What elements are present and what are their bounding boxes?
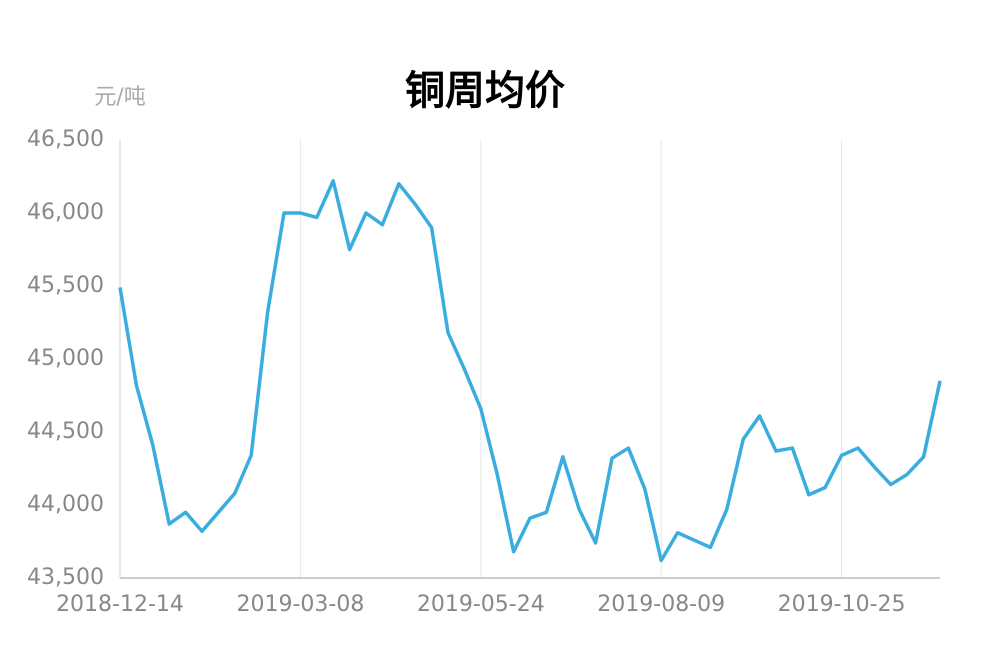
y-tick-label: 44,500 <box>27 419 104 444</box>
price-line <box>118 179 942 563</box>
chart-title: 铜周均价 <box>405 68 565 114</box>
x-tick-label: 2019-05-24 <box>417 592 545 617</box>
x-tick-label: 2019-03-08 <box>236 592 364 617</box>
x-tick-label: 2019-10-25 <box>778 592 906 617</box>
y-tick-label: 46,500 <box>27 127 104 152</box>
x-tick-label: 2018-12-14 <box>56 592 184 617</box>
y-tick-label: 45,500 <box>27 273 104 298</box>
y-tick-label: 43,500 <box>27 565 104 590</box>
y-tick-label: 46,000 <box>27 200 104 225</box>
y-axis-unit: 元/吨 <box>94 85 145 110</box>
y-tick-label: 44,000 <box>27 492 104 517</box>
x-tick-label: 2019-08-09 <box>597 592 725 617</box>
y-tick-label: 45,000 <box>27 346 104 371</box>
